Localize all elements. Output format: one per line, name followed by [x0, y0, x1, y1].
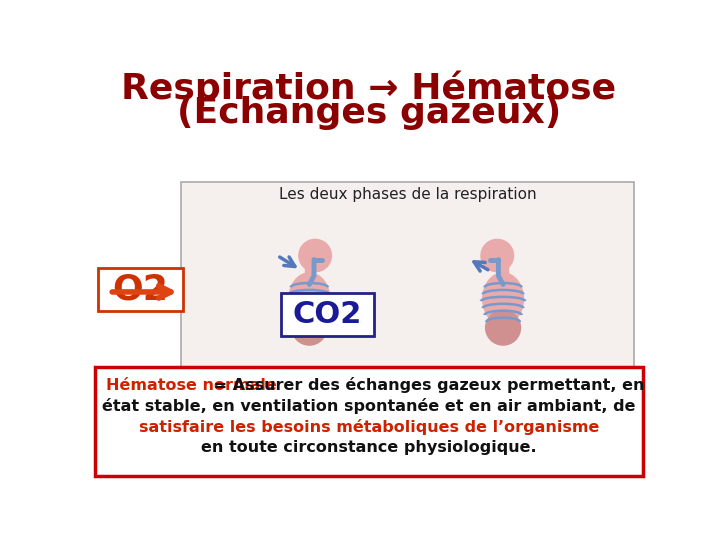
Text: satisfaire les besoins métaboliques de l’organisme: satisfaire les besoins métaboliques de l… — [139, 418, 599, 435]
Text: Hématose normale: Hématose normale — [106, 377, 276, 393]
FancyBboxPatch shape — [98, 268, 183, 311]
Text: O2: O2 — [112, 273, 168, 307]
Ellipse shape — [292, 310, 327, 345]
Text: (Echanges gazeux): (Echanges gazeux) — [177, 96, 561, 130]
Ellipse shape — [289, 273, 330, 325]
FancyBboxPatch shape — [181, 182, 634, 367]
Text: Respiration → Hématose: Respiration → Hématose — [122, 70, 616, 106]
Text: = Assurer des échanges gazeux permettant, en: = Assurer des échanges gazeux permettant… — [208, 377, 644, 393]
Circle shape — [481, 239, 513, 272]
Text: Les deux phases de la respiration: Les deux phases de la respiration — [279, 187, 536, 201]
Ellipse shape — [482, 273, 523, 325]
Circle shape — [299, 239, 331, 272]
Text: état stable, en ventilation spontanée et en air ambiant, de: état stable, en ventilation spontanée et… — [102, 398, 636, 414]
Ellipse shape — [485, 310, 521, 345]
Text: CO2: CO2 — [292, 300, 362, 329]
Bar — [305, 255, 314, 276]
Text: en toute circonstance physiologique.: en toute circonstance physiologique. — [201, 440, 537, 455]
FancyBboxPatch shape — [94, 367, 644, 476]
Bar — [498, 255, 508, 276]
FancyBboxPatch shape — [281, 293, 374, 336]
